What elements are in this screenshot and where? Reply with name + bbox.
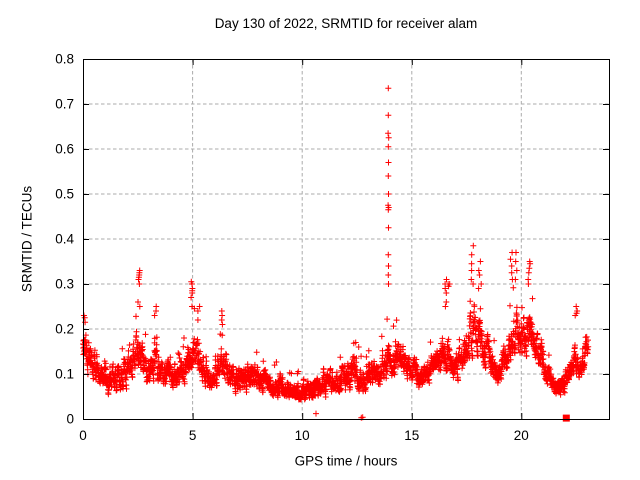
y-tick-label: 0.5 [55, 186, 74, 202]
y-tick-label: 0.2 [55, 321, 74, 337]
y-tick-label: 0.8 [55, 51, 74, 67]
data-points [80, 85, 592, 421]
x-tick-label: 0 [79, 428, 87, 443]
y-tick-label: 0 [66, 411, 74, 427]
square-marker [562, 414, 570, 422]
y-axis-label: SRMTID / TECUs [19, 185, 35, 293]
x-tick-label: 20 [513, 428, 529, 443]
y-tick-label: 0.3 [55, 276, 74, 292]
x-tick-label: 5 [188, 428, 197, 443]
x-tick-label: 15 [404, 428, 420, 443]
chart-title: Day 130 of 2022, SRMTID for receiver ala… [214, 16, 478, 31]
y-tick-label: 0.4 [55, 231, 74, 247]
x-axis-label: GPS time / hours [294, 453, 398, 469]
y-tick-label: 0.1 [55, 366, 74, 382]
y-tick-label: 0.6 [55, 141, 74, 157]
x-tick-label: 10 [294, 428, 310, 443]
y-tick-label: 0.7 [55, 96, 74, 112]
